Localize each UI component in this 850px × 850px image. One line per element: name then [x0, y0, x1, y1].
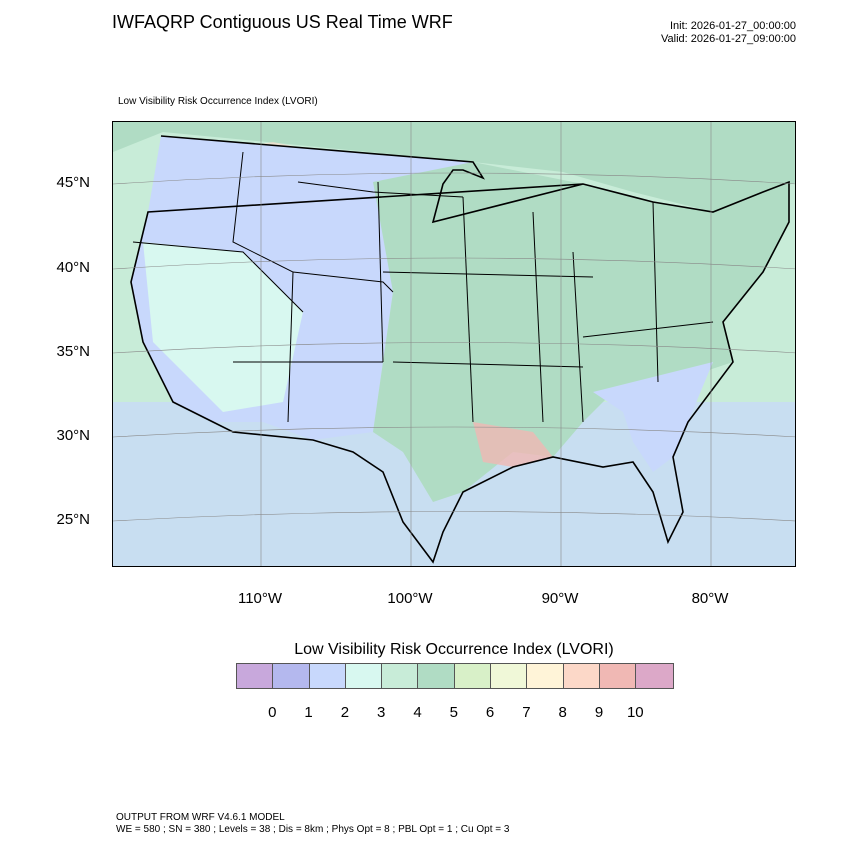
colorbar-box-2 [309, 664, 346, 688]
graticule [113, 122, 795, 566]
colorbar-title: Low Visibility Risk Occurrence Index (LV… [294, 641, 614, 658]
colorbar-label: 9 [594, 704, 604, 721]
colorbar [236, 663, 674, 689]
southeast-region [593, 362, 713, 472]
colorbar-label: 8 [558, 704, 567, 721]
colorbar-box-11 [636, 664, 673, 688]
lat-label-45n: 45°N [56, 174, 90, 191]
footer-config: WE = 580 ; SN = 380 ; Levels = 38 ; Dis … [116, 824, 510, 835]
lat-label-30n: 30°N [56, 427, 90, 444]
colorbar-box-10 [599, 664, 637, 688]
colorbar-label: 1 [304, 704, 313, 721]
colorbar-label: 0 [268, 704, 277, 721]
colorbar-box-9 [563, 664, 600, 688]
map-svg [113, 122, 795, 566]
colorbar-box-6 [454, 664, 492, 688]
plot-title: IWFAQRP Contiguous US Real Time WRF [112, 12, 453, 32]
lat-label-35n: 35°N [56, 343, 90, 360]
gulf-coast-high-region [473, 422, 553, 467]
great-basin-region [143, 242, 303, 412]
valid-time: Valid: 2026-01-27_09:00:00 [661, 33, 796, 45]
colorbar-box-8 [527, 664, 564, 688]
colorbar-label: 10 [626, 704, 644, 721]
colorbar-box-0 [237, 664, 274, 688]
state-borders [132, 151, 714, 423]
lat-label-40n: 40°N [56, 259, 90, 276]
colorbar-label: 2 [340, 704, 350, 721]
colorbar-box-1 [273, 664, 310, 688]
lon-label-80w: 80°W [691, 590, 729, 607]
footer-model: OUTPUT FROM WRF V4.6.1 MODEL [116, 812, 285, 823]
us-outline [130, 135, 790, 564]
colorbar-label: 6 [485, 704, 495, 721]
canada-land [113, 122, 795, 212]
lat-label-25n: 25°N [56, 511, 90, 528]
colorbar-box-5 [418, 664, 455, 688]
colorbar-label: 3 [377, 704, 386, 721]
map-panel [112, 121, 796, 567]
lon-label-90w: 90°W [541, 590, 579, 607]
colorbar-label: 5 [449, 704, 458, 721]
colorbar-label: 4 [413, 704, 422, 721]
central-east-region [373, 162, 789, 502]
colorbar-label: 7 [522, 704, 531, 721]
field-label: Low Visibility Risk Occurrence Index (LV… [118, 96, 318, 107]
colorbar-box-3 [345, 664, 383, 688]
lon-label-100w: 100°W [387, 590, 433, 607]
init-time: Init: 2026-01-27_00:00:00 [670, 20, 796, 32]
colorbar-box-7 [491, 664, 528, 688]
colorbar-box-4 [382, 664, 419, 688]
lon-label-110w: 110°W [237, 590, 283, 607]
